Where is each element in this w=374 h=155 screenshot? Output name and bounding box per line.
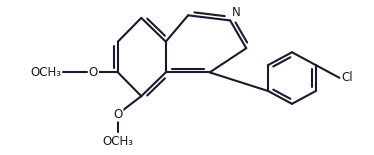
- Text: N: N: [232, 6, 241, 19]
- Text: O: O: [89, 66, 98, 79]
- Text: Cl: Cl: [341, 71, 353, 84]
- Text: OCH₃: OCH₃: [102, 135, 134, 148]
- Text: O: O: [113, 108, 123, 121]
- Text: OCH₃: OCH₃: [31, 66, 62, 79]
